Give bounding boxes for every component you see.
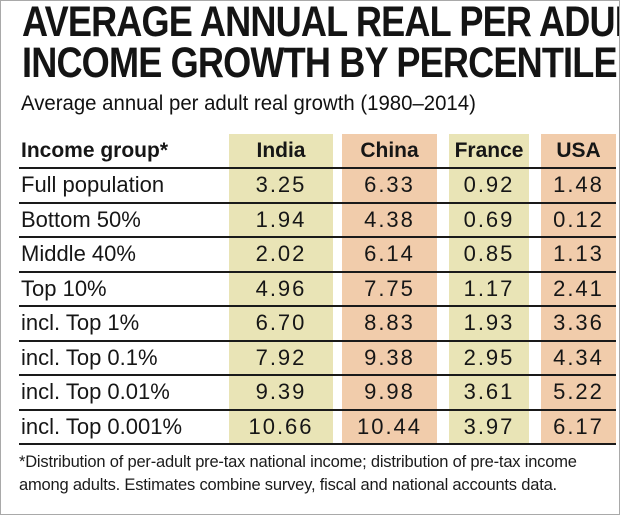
- value-cell: 3.61: [437, 375, 529, 411]
- column-header-income-group: Income group*: [19, 134, 229, 169]
- row-label: Full population: [19, 168, 229, 204]
- value-cell: 5.22: [529, 375, 616, 411]
- footnote-line1: *Distribution of per-adult pre-tax natio…: [19, 453, 577, 471]
- value-cell: 10.66: [229, 409, 333, 445]
- value-cell: 0.12: [529, 202, 616, 238]
- value-cell: 2.41: [529, 271, 616, 307]
- column-header-usa: USA: [529, 134, 616, 169]
- table-row: Middle 40% 2.02 6.14 0.85 1.13: [19, 237, 616, 273]
- footnote-line2: among adults. Estimates combine survey, …: [19, 476, 557, 494]
- value-cell: 1.17: [437, 271, 529, 307]
- row-label: Bottom 50%: [19, 202, 229, 238]
- value-cell: 1.94: [229, 202, 333, 238]
- page-title-line1: AVERAGE ANNUAL REAL PER ADULT: [22, 0, 620, 46]
- table-row: incl. Top 0.001% 10.66 10.44 3.97 6.17: [19, 409, 616, 445]
- row-label: incl. Top 0.01%: [19, 375, 229, 411]
- value-cell: 6.70: [229, 306, 333, 342]
- column-header-france: France: [437, 134, 529, 169]
- value-cell: 8.83: [333, 306, 437, 342]
- value-cell: 7.92: [229, 340, 333, 376]
- row-label: incl. Top 1%: [19, 306, 229, 342]
- value-cell: 3.25: [229, 168, 333, 204]
- column-header-china: China: [333, 134, 437, 169]
- value-cell: 10.44: [333, 409, 437, 445]
- value-cell: 0.69: [437, 202, 529, 238]
- value-cell: 1.13: [529, 237, 616, 273]
- table-header-row: Income group* India China France USA: [19, 134, 616, 169]
- footnote: *Distribution of per-adult pre-tax natio…: [19, 451, 611, 497]
- value-cell: 1.93: [437, 306, 529, 342]
- income-growth-table: Income group* India China France USA Ful…: [19, 134, 616, 445]
- page-title-line2: INCOME GROWTH BY PERCENTILE: [22, 39, 618, 87]
- column-header-india: India: [229, 134, 333, 169]
- value-cell: 4.34: [529, 340, 616, 376]
- value-cell: 3.97: [437, 409, 529, 445]
- value-cell: 1.48: [529, 168, 616, 204]
- value-cell: 6.33: [333, 168, 437, 204]
- value-cell: 9.98: [333, 375, 437, 411]
- value-cell: 2.02: [229, 237, 333, 273]
- page-title: AVERAGE ANNUAL REAL PER ADULT INCOME GRO…: [22, 0, 620, 87]
- table-row: Full population 3.25 6.33 0.92 1.48: [19, 168, 616, 204]
- table-row: incl. Top 0.1% 7.92 9.38 2.95 4.34: [19, 340, 616, 376]
- row-label: incl. Top 0.1%: [19, 340, 229, 376]
- row-label: Top 10%: [19, 271, 229, 307]
- value-cell: 9.39: [229, 375, 333, 411]
- row-label: incl. Top 0.001%: [19, 409, 229, 445]
- subtitle: Average annual per adult real growth (19…: [21, 92, 476, 115]
- value-cell: 6.14: [333, 237, 437, 273]
- table-row: incl. Top 0.01% 9.39 9.98 3.61 5.22: [19, 375, 616, 411]
- value-cell: 0.85: [437, 237, 529, 273]
- value-cell: 3.36: [529, 306, 616, 342]
- value-cell: 0.92: [437, 168, 529, 204]
- value-cell: 4.38: [333, 202, 437, 238]
- value-cell: 4.96: [229, 271, 333, 307]
- table-row: Bottom 50% 1.94 4.38 0.69 0.12: [19, 202, 616, 238]
- row-label: Middle 40%: [19, 237, 229, 273]
- table-row: incl. Top 1% 6.70 8.83 1.93 3.36: [19, 306, 616, 342]
- value-cell: 2.95: [437, 340, 529, 376]
- value-cell: 7.75: [333, 271, 437, 307]
- value-cell: 9.38: [333, 340, 437, 376]
- table-row: Top 10% 4.96 7.75 1.17 2.41: [19, 271, 616, 307]
- value-cell: 6.17: [529, 409, 616, 445]
